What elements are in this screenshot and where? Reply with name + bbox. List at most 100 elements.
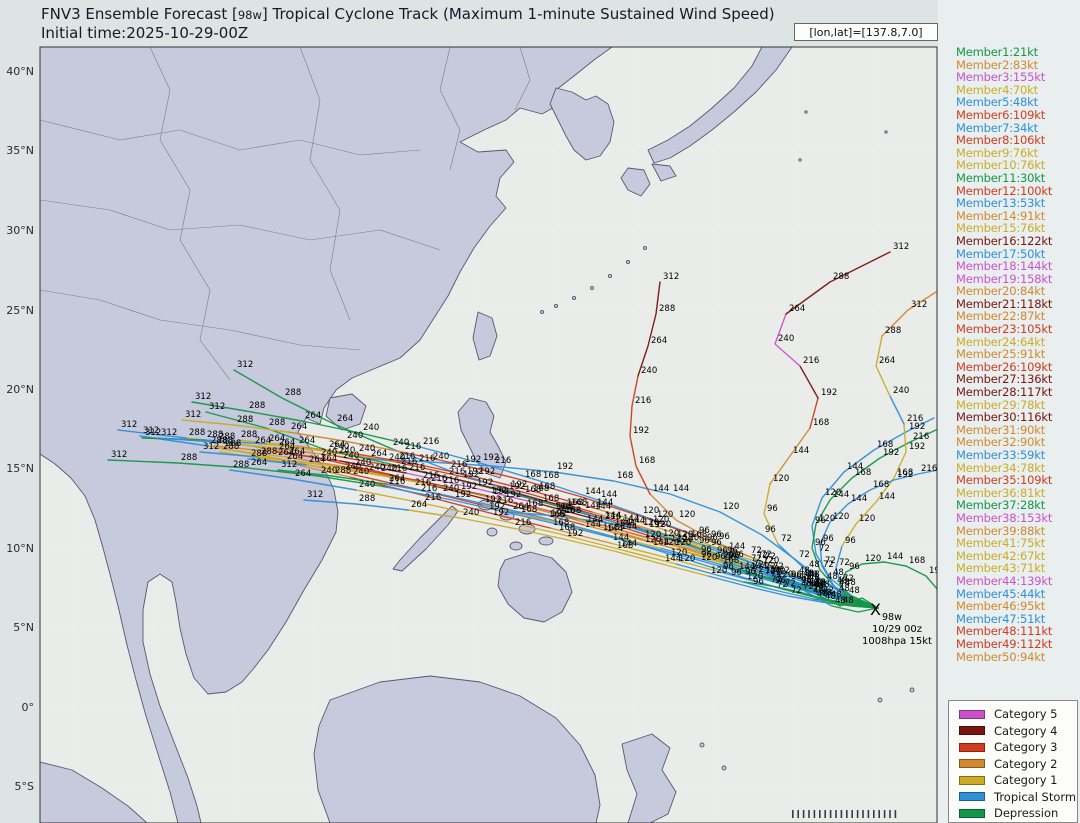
forecast-hour-label: 216: [635, 396, 651, 406]
forecast-hour-label: 240: [333, 442, 349, 452]
forecast-hour-label: 216: [421, 484, 437, 494]
ensemble-track-segment: [649, 493, 717, 543]
forecast-hour-label: 48: [845, 578, 856, 588]
forecast-hour-label: 120: [763, 556, 779, 566]
forecast-hour-label: 72: [803, 582, 814, 592]
forecast-hour-label: 120: [671, 534, 687, 544]
forecast-hour-label: 240: [347, 431, 363, 441]
member-wind-entry: Member4:70kt: [956, 82, 1038, 97]
island-mark: [883, 810, 886, 818]
ensemble-track-segment: [397, 466, 583, 512]
forecast-hour-label: 192: [485, 495, 501, 505]
forecast-hour-label: 192: [929, 566, 945, 576]
forecast-hour-label: 72: [781, 534, 792, 544]
forecast-hour-label: 264: [279, 442, 295, 452]
ensemble-track-segment: [707, 547, 845, 598]
forecast-hour-label: 192: [909, 442, 925, 452]
forecast-hour-label: 288: [659, 304, 675, 314]
legend-swatch-c5: [959, 709, 985, 719]
legend-label: Category 2: [994, 756, 1058, 771]
forecast-hour-label: 96: [823, 534, 834, 544]
forecast-hour-label: 48: [813, 581, 824, 591]
ensemble-track-segment: [881, 291, 937, 337]
forecast-hour-label: 168: [533, 484, 549, 494]
forecast-hour-label: 144: [615, 518, 631, 528]
forecast-hour-label: 72: [777, 580, 788, 590]
forecast-hour-label: 240: [433, 452, 449, 462]
landmass-japan-kyushu: [620, 167, 651, 197]
forecast-hour-label: 216: [803, 356, 819, 366]
forecast-hour-label: 144: [621, 522, 637, 532]
ensemble-track-segment: [795, 575, 841, 595]
forecast-hour-label: 72: [765, 562, 776, 572]
forecast-hour-label: 72: [823, 560, 834, 570]
lat-tick-label: 25°N: [6, 304, 34, 317]
member-wind-entry: Member5:48kt: [956, 95, 1038, 110]
forecast-hour-label: 288: [249, 401, 265, 411]
forecast-hour-label: 168: [527, 499, 543, 509]
forecast-hour-label: 96: [723, 550, 734, 560]
forecast-hour-label: 192: [461, 482, 477, 492]
forecast-hour-label: 216: [399, 452, 415, 462]
forecast-hour-label: 216: [389, 477, 405, 487]
forecast-hour-label: 48: [807, 570, 818, 580]
ensemble-track-segment: [719, 559, 846, 601]
island-mark: [867, 810, 870, 818]
forecast-hour-label: 216: [913, 432, 929, 442]
ensemble-track-segment: [637, 281, 661, 377]
forecast-hour-label: 120: [683, 533, 699, 543]
ensemble-track-segment: [667, 543, 721, 561]
forecast-hour-label: 144: [793, 446, 809, 456]
member-wind-entry: Member39:88kt: [956, 523, 1046, 538]
forecast-hour-label: 168: [855, 468, 871, 478]
member-wind-entry: Member43:71kt: [956, 561, 1046, 576]
member-wind-entry: Member11:30kt: [956, 170, 1046, 185]
island-small-dots: [699, 110, 915, 771]
forecast-hour-label: 72: [815, 578, 826, 588]
forecast-hour-label: 240: [321, 448, 337, 458]
forecast-hour-label: 72: [813, 584, 824, 594]
island-mark: [835, 810, 837, 818]
forecast-hour-label: 144: [605, 511, 621, 521]
forecast-hour-label: 192: [463, 470, 479, 480]
forecast-hour-label: 216: [451, 460, 467, 470]
forecast-hour-label: 192: [505, 490, 521, 500]
forecast-hour-label: 144: [607, 524, 623, 534]
forecast-hour-label: 48: [815, 580, 826, 590]
forecast-hour-label: 168: [539, 482, 555, 492]
ensemble-track-segment: [844, 599, 879, 609]
island-mark: [840, 810, 843, 818]
forecast-hour-label: 48: [803, 569, 814, 579]
forecast-hour-label: 144: [623, 514, 639, 524]
forecast-hour-label: 168: [723, 556, 739, 566]
forecast-hour-label: 240: [353, 467, 369, 477]
forecast-hour-label: 216: [419, 454, 435, 464]
ensemble-track-segment: [385, 483, 783, 590]
forecast-hour-label: 264: [411, 500, 427, 510]
forecast-hour-label: 120: [653, 515, 669, 525]
ensemble-track-segment: [285, 456, 353, 469]
forecast-hour-label: 216: [423, 471, 439, 481]
ensemble-track-segment: [191, 401, 421, 448]
title-suffix: ] Tropical Cyclone Track (Maximum 1-minu…: [261, 5, 775, 23]
member-wind-entry: Member44:139kt: [956, 573, 1053, 588]
ensemble-track-segment: [229, 469, 357, 491]
member-wind-entry: Member46:95kt: [956, 599, 1046, 614]
forecast-hour-label: 264: [299, 436, 315, 446]
forecast-hour-label: 96: [767, 504, 778, 514]
forecast-hour-label: 120: [819, 514, 835, 524]
forecast-hour-label: 120: [643, 506, 659, 516]
landmass-asia-mainland: [40, 47, 613, 823]
forecast-hour-label: 168: [603, 523, 619, 533]
forecast-hour-label: 240: [389, 453, 405, 463]
member-wind-entry: Member27:136kt: [956, 372, 1053, 387]
forecast-hour-label: 72: [773, 562, 784, 572]
forecast-hour-label: 264: [651, 336, 667, 346]
forecast-hour-label: 120: [859, 514, 875, 524]
forecast-hour-label: 72: [819, 544, 830, 554]
map-frame: [39, 46, 938, 823]
member-wind-entry: Member24:64kt: [956, 334, 1046, 349]
forecast-hour-label: 96: [845, 536, 856, 546]
forecast-hour-label: 168: [813, 418, 829, 428]
